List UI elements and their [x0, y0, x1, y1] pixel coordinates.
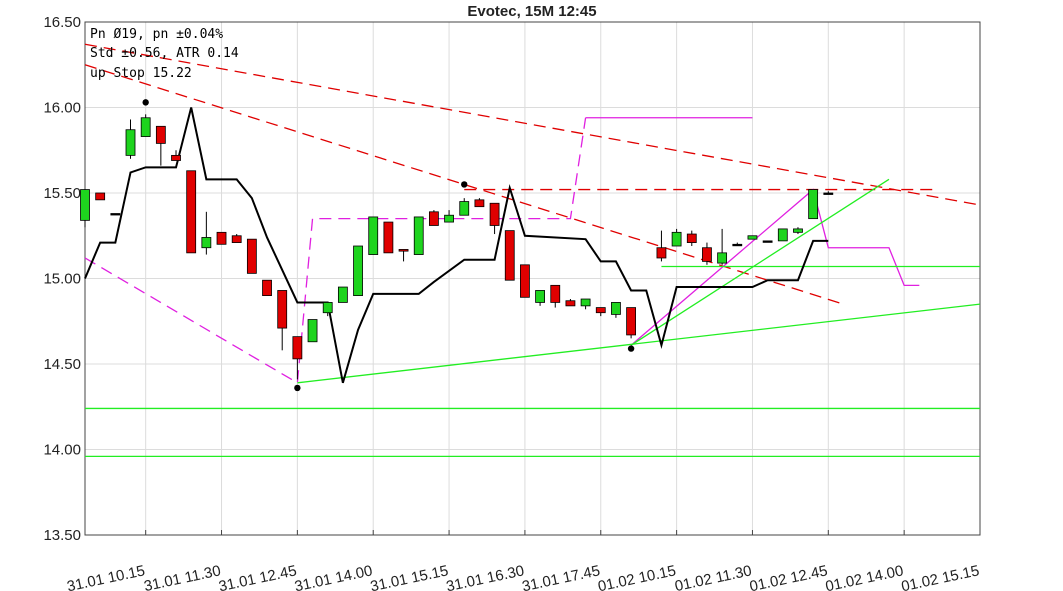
pivot-dot: [294, 384, 301, 392]
x-tick-label: 01.02 11.30: [673, 562, 753, 591]
x-tick-label: 31.01 17.45: [521, 562, 602, 591]
candle-body: [823, 192, 834, 195]
x-tick-label: 01.02 15.15: [900, 562, 981, 591]
pivot-dot: [461, 181, 468, 188]
info-text: Std ±0.56, ATR 0.14: [90, 46, 239, 61]
candle-body: [565, 300, 576, 307]
pivot-dot: [142, 99, 149, 106]
candle-body: [793, 228, 803, 233]
chart-title: Evotec, 15M 12:45: [467, 3, 596, 20]
candle-body: [262, 279, 272, 296]
x-tick-label: 31.01 12.45: [217, 562, 298, 591]
candle-body: [626, 307, 637, 336]
overlay-line: [297, 303, 981, 384]
candle-body: [322, 302, 333, 314]
y-tick-label: 15.50: [43, 185, 81, 202]
info-text: Pn Ø19, pn ±0.04%: [90, 27, 223, 42]
candle-body: [580, 298, 591, 307]
candle-body: [671, 231, 682, 247]
pivot-dot: [627, 345, 635, 352]
candle-body: [216, 231, 227, 245]
candle-body: [201, 237, 212, 249]
candle-body: [459, 201, 470, 216]
x-tick-label: 31.01 16.30: [445, 562, 526, 591]
overlay-line: [630, 178, 890, 346]
candle-body: [686, 233, 697, 243]
y-tick-label: 14.00: [43, 442, 81, 459]
overlay-line: [630, 188, 920, 346]
candle-body: [140, 117, 151, 137]
y-tick-label: 16.50: [43, 14, 81, 31]
x-tick-label: 31.01 11.30: [142, 562, 222, 591]
candle-body: [428, 211, 439, 226]
indicator-line: [84, 107, 829, 384]
overlay-line: [84, 117, 587, 384]
candle-body: [171, 154, 181, 161]
candle-body: [808, 189, 819, 220]
candle-body: [777, 228, 788, 242]
candle-body: [337, 286, 348, 303]
x-tick-label: 01.02 10.15: [596, 562, 677, 591]
x-tick-label: 31.01 14.00: [293, 562, 374, 591]
candle-body: [595, 307, 606, 314]
candle-body: [413, 216, 424, 255]
candle-body: [110, 213, 121, 216]
candle-body: [80, 189, 90, 221]
x-tick-label: 01.02 14.00: [824, 562, 905, 591]
candle-body: [762, 240, 773, 243]
candle-body: [307, 319, 318, 343]
y-tick-label: 15.00: [43, 271, 81, 288]
candle-body: [656, 247, 667, 259]
candle-body: [504, 230, 515, 281]
y-tick-label: 14.50: [43, 356, 81, 373]
candle-body: [611, 302, 621, 315]
candle-body: [732, 243, 743, 247]
candle-body: [292, 336, 303, 360]
candle-body: [95, 192, 106, 201]
x-tick-label: 31.01 15.15: [369, 562, 450, 591]
candle-body: [520, 264, 530, 298]
x-tick-label: 01.02 12.45: [748, 562, 829, 591]
info-text: up Stop 15.22: [90, 66, 192, 81]
y-tick-label: 16.00: [43, 100, 81, 117]
candle-body: [368, 216, 379, 255]
candle-body: [186, 170, 197, 254]
y-tick-label: 13.50: [43, 527, 81, 544]
candle-body: [550, 284, 561, 303]
candle-body: [383, 221, 394, 254]
candle-body: [231, 235, 242, 243]
candle-body: [353, 245, 363, 296]
candle-body: [398, 249, 409, 252]
candle-body: [155, 125, 166, 144]
candle-body: [489, 202, 500, 226]
x-tick-label: 31.01 10.15: [65, 562, 146, 591]
candle-body: [444, 214, 454, 223]
candle-body: [702, 247, 712, 262]
candle-body: [277, 290, 288, 329]
candle-body: [717, 252, 728, 264]
candle-body: [474, 199, 485, 208]
candle-body: [125, 129, 136, 156]
candle-body: [535, 290, 545, 303]
candle-body: [246, 238, 257, 274]
candle-body: [747, 235, 758, 240]
